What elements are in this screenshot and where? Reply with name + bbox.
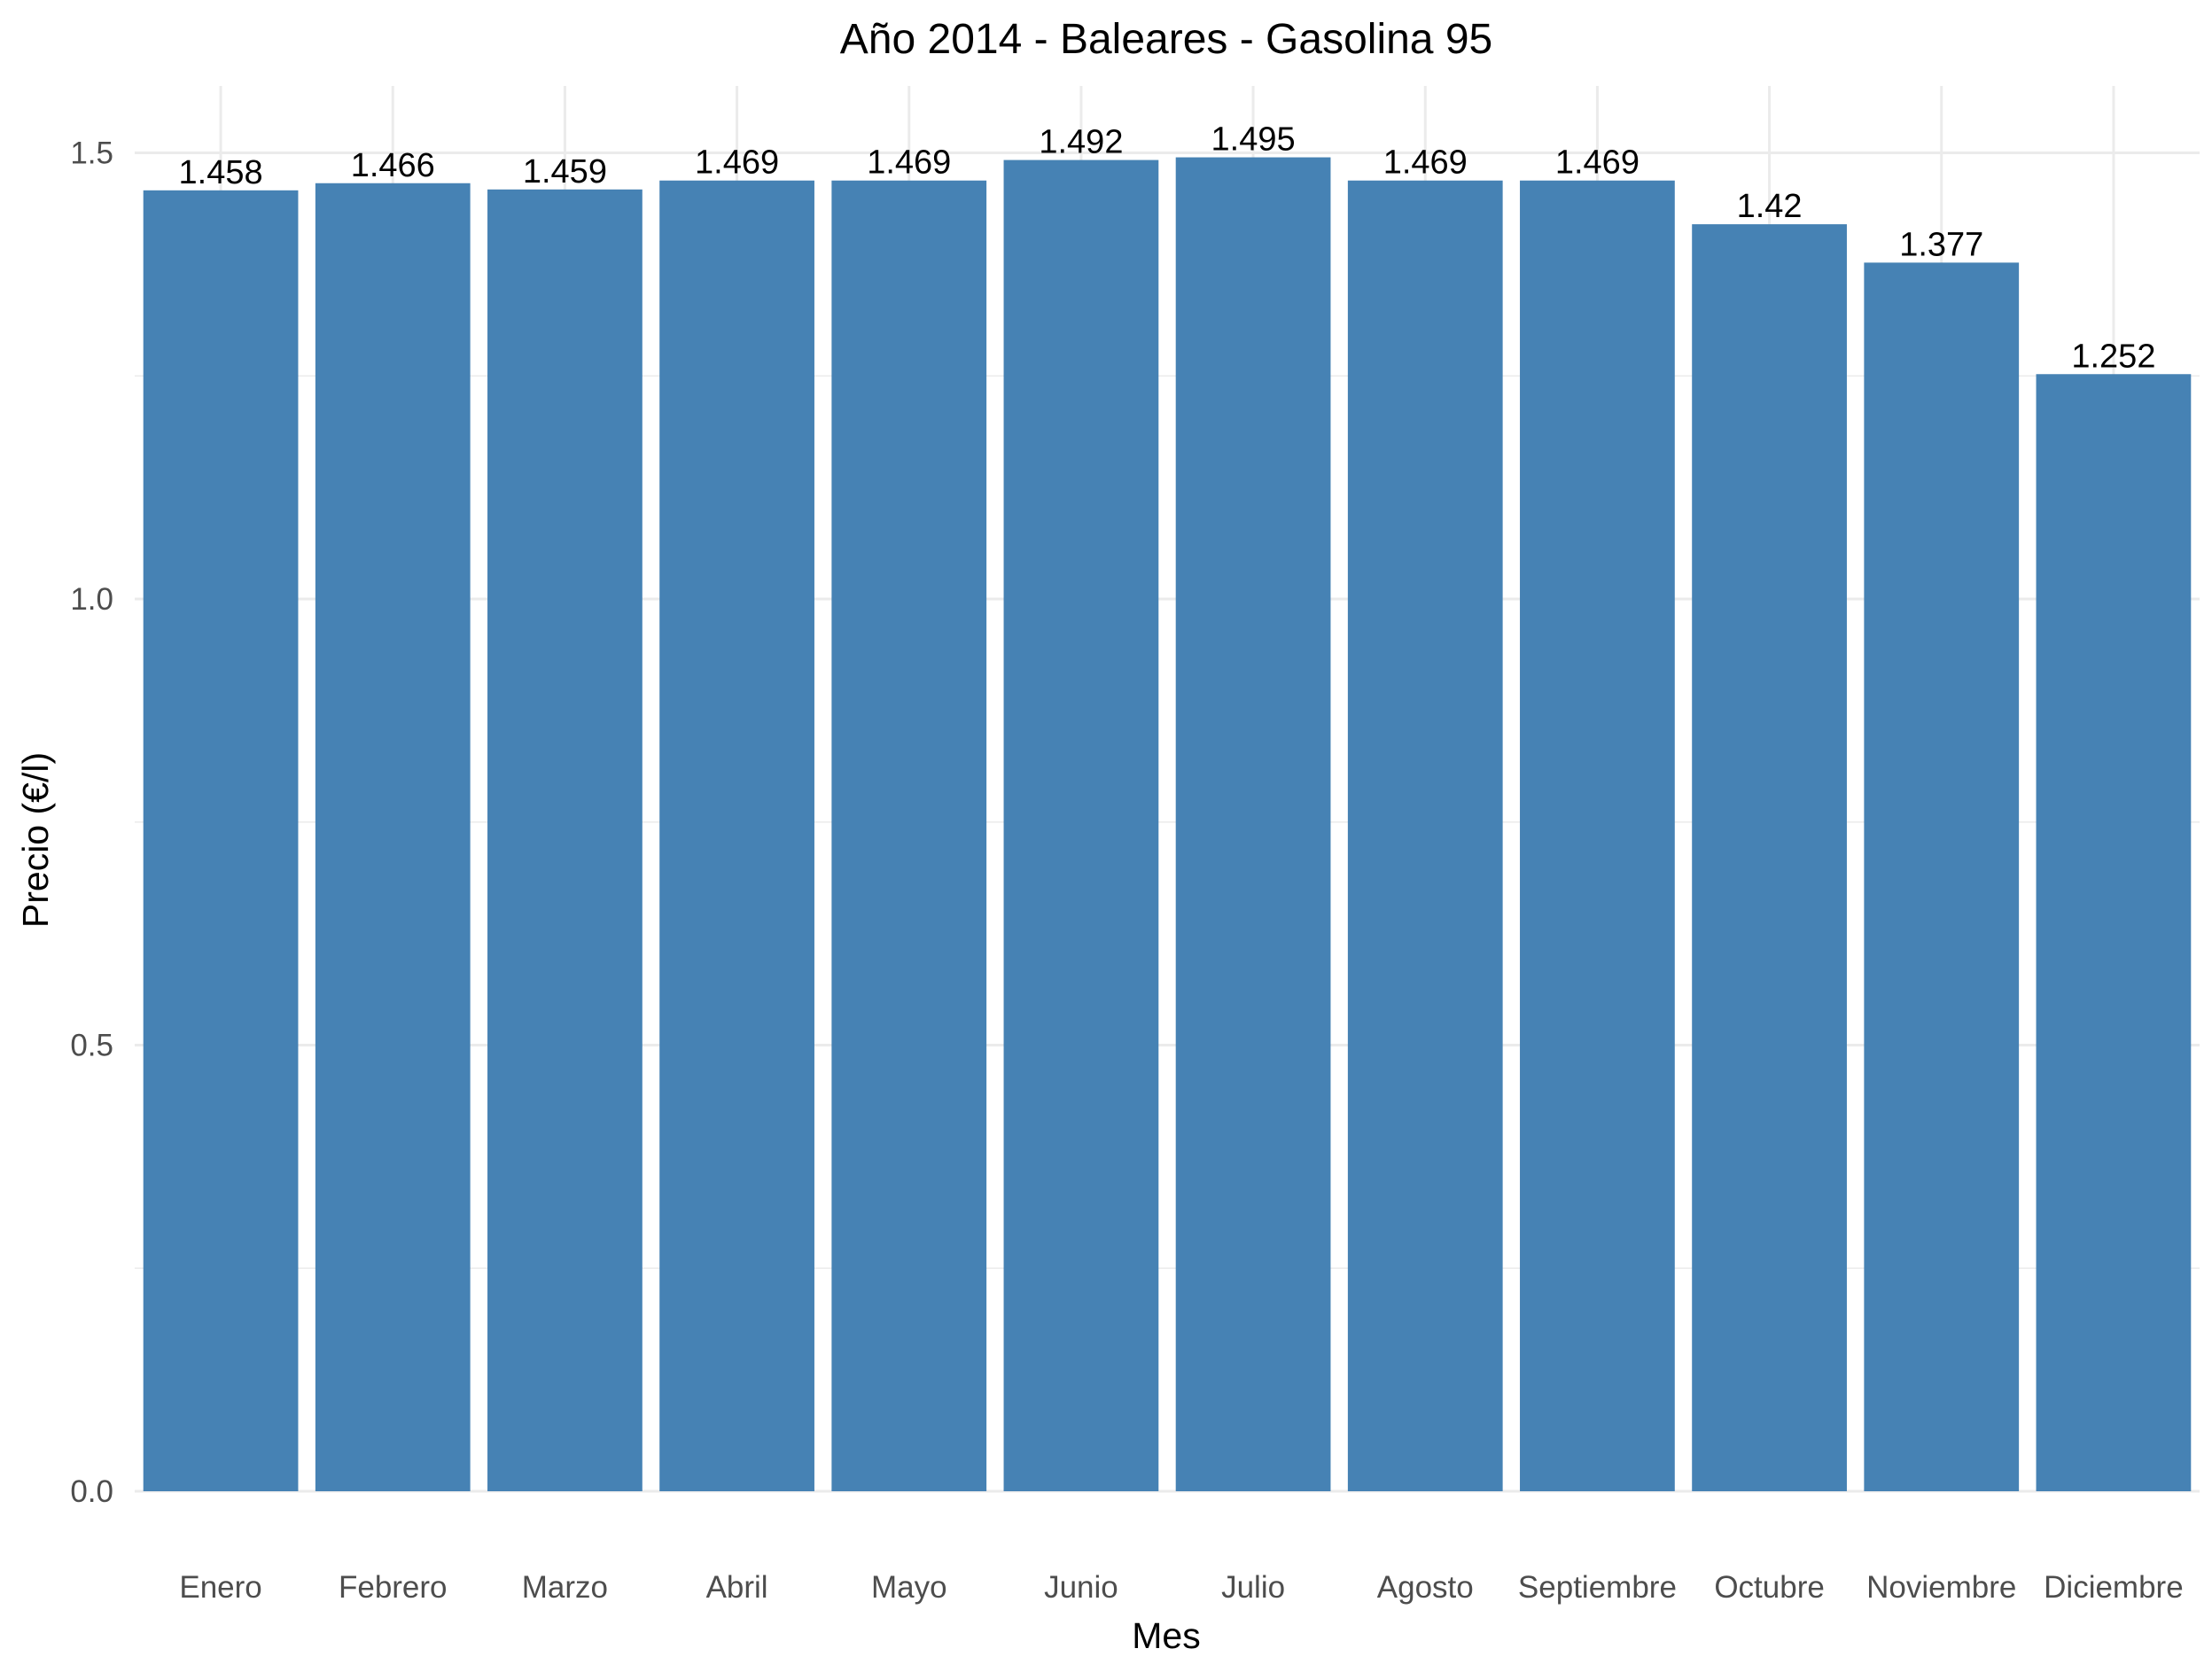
bar-octubre	[1692, 224, 1847, 1492]
x-axis-ticks: Enero Febrero Marzo Abril Mayo Junio Julio Agos…	[179, 1570, 2183, 1605]
x-axis-title: Mes	[1132, 1615, 1200, 1656]
data-label: 1.459	[523, 153, 607, 191]
x-tick-label: Agosto	[1377, 1570, 1474, 1605]
x-tick-label: Septiembre	[1518, 1570, 1677, 1605]
y-axis-ticks: 0.0 0.5 1.0 1.5	[70, 136, 113, 1509]
bar-noviembre	[1864, 262, 2020, 1492]
y-tick-label: 0.5	[70, 1029, 113, 1063]
x-tick-label: Julio	[1221, 1570, 1285, 1605]
data-label: 1.466	[351, 147, 435, 184]
data-label: 1.469	[1383, 144, 1468, 182]
data-labels: 1.458 1.466 1.459 1.469 1.469 1.492 1.495 1.469…	[179, 121, 2156, 376]
x-tick-label: Noviembre	[1866, 1570, 2016, 1605]
data-label: 1.495	[1211, 121, 1296, 159]
data-label: 1.252	[2071, 338, 2155, 375]
x-tick-label: Marzo	[522, 1570, 608, 1605]
x-tick-label: Junio	[1044, 1570, 1118, 1605]
data-label: 1.377	[1899, 226, 1983, 263]
data-label: 1.492	[1039, 124, 1123, 161]
bars	[143, 157, 2192, 1492]
bar-septiembre	[1520, 180, 1675, 1491]
x-tick-label: Enero	[179, 1570, 261, 1605]
data-label: 1.469	[695, 144, 779, 182]
bar-marzo	[487, 189, 643, 1491]
data-label: 1.469	[1555, 144, 1640, 182]
bar-julio	[1175, 157, 1331, 1492]
bar-abril	[659, 180, 814, 1491]
bar-agosto	[1347, 180, 1503, 1491]
x-tick-label: Mayo	[871, 1570, 947, 1605]
y-tick-label: 0.0	[70, 1474, 113, 1509]
x-tick-label: Abril	[706, 1570, 768, 1605]
y-axis-title: Precio (€/l)	[15, 752, 56, 928]
chart-title: Año 2014 - Baleares - Gasolina 95	[840, 16, 1492, 63]
bar-mayo	[831, 180, 987, 1491]
data-label: 1.42	[1737, 188, 1803, 225]
y-tick-label: 1.5	[70, 136, 113, 171]
x-tick-label: Octubre	[1714, 1570, 1825, 1605]
bar-febrero	[315, 183, 471, 1492]
bar-enero	[143, 190, 299, 1491]
bar-diciembre	[2036, 374, 2192, 1491]
x-tick-label: Febrero	[339, 1570, 448, 1605]
data-label: 1.469	[867, 144, 951, 182]
x-tick-label: Diciembre	[2044, 1570, 2184, 1605]
data-label: 1.458	[179, 154, 263, 191]
y-tick-label: 1.0	[70, 582, 113, 617]
bar-junio	[1003, 159, 1159, 1491]
